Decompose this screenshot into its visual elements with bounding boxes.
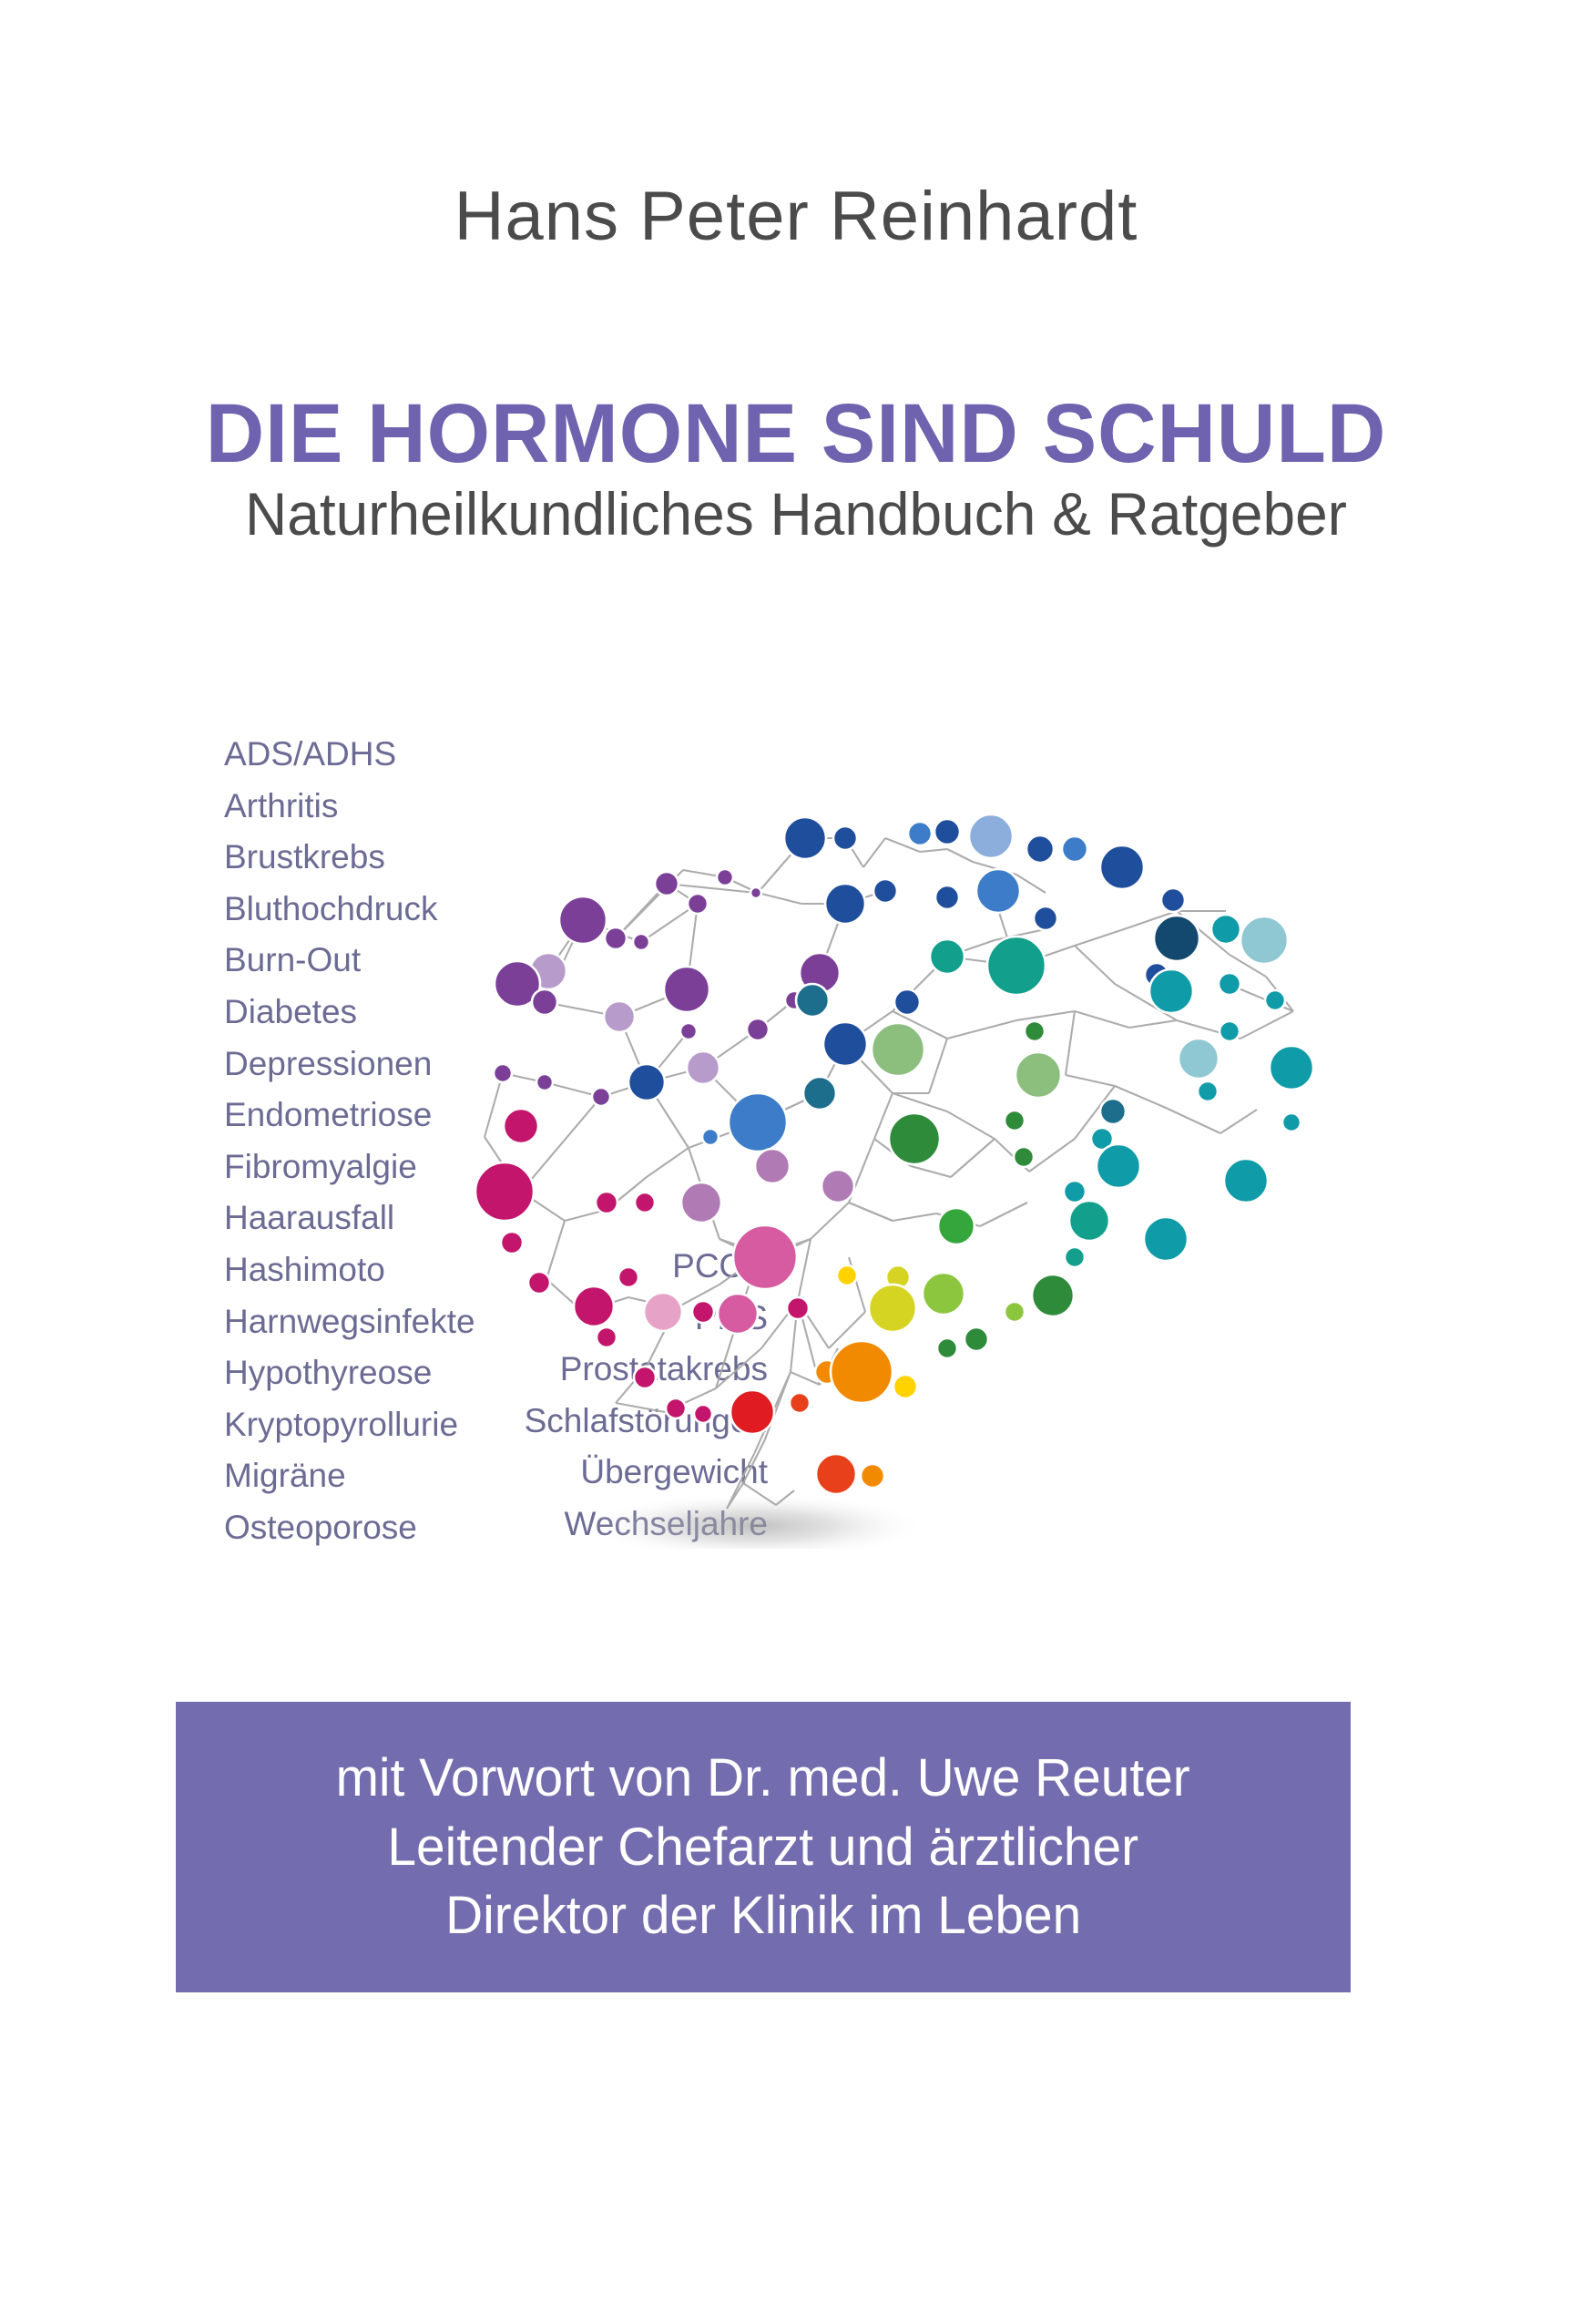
condition-item-left-0: ADS/ADHS (224, 735, 397, 773)
condition-item-left-12: Hypothyreose (224, 1354, 433, 1392)
brain-network-illustration (437, 711, 1357, 1549)
condition-item-left-3: Bluthochdruck (224, 889, 438, 927)
page-title: DIE HORMONE SIND SCHULD (205, 387, 1387, 480)
condition-item-left-8: Fibromyalgie (224, 1147, 417, 1185)
conditions-list-left: ADS/ADHS Arthritis Brustkrebs Bluthochdruck… (224, 729, 475, 1554)
endorsement-line-1: Leitender Chefarzt und ärztlicher (387, 1817, 1139, 1877)
condition-item-left-15: Osteoporose (224, 1508, 417, 1546)
endorsement-line-0: mit Vorwort von Dr. med. Uwe Reuter (335, 1748, 1191, 1808)
title-block: DIE HORMONE SIND SCHULD Naturheilkundlic… (0, 387, 1592, 548)
condition-item-left-5: Diabetes (224, 992, 358, 1030)
condition-item-left-6: Depressionen (224, 1044, 433, 1082)
condition-item-left-13: Kryptopyrollurie (224, 1405, 459, 1443)
endorsement-band: mit Vorwort von Dr. med. Uwe Reuter Leite… (176, 1702, 1351, 1992)
ground-shadow (581, 1493, 927, 1549)
condition-item-left-10: Hashimoto (224, 1250, 385, 1288)
condition-item-left-7: Endometriose (224, 1096, 433, 1134)
condition-item-left-4: Burn-Out (224, 941, 362, 979)
condition-item-left-14: Migräne (224, 1457, 346, 1495)
condition-item-left-2: Brustkrebs (224, 838, 385, 876)
condition-item-right-2: Prostatakrebs (559, 1350, 768, 1388)
condition-item-left-1: Arthritis (224, 786, 339, 824)
author-name: Hans Peter Reinhardt (454, 178, 1138, 255)
condition-item-left-9: Haarausfall (224, 1199, 395, 1237)
subtitle: Naturheilkundliches Handbuch & Ratgeber (244, 479, 1348, 548)
network-nodes (474, 813, 1315, 1496)
condition-item-right-4: Übergewicht (580, 1453, 768, 1491)
condition-item-left-11: Harnwegsinfekte (224, 1302, 475, 1340)
endorsement-line-2: Direktor der Klinik im Leben (444, 1886, 1082, 1946)
